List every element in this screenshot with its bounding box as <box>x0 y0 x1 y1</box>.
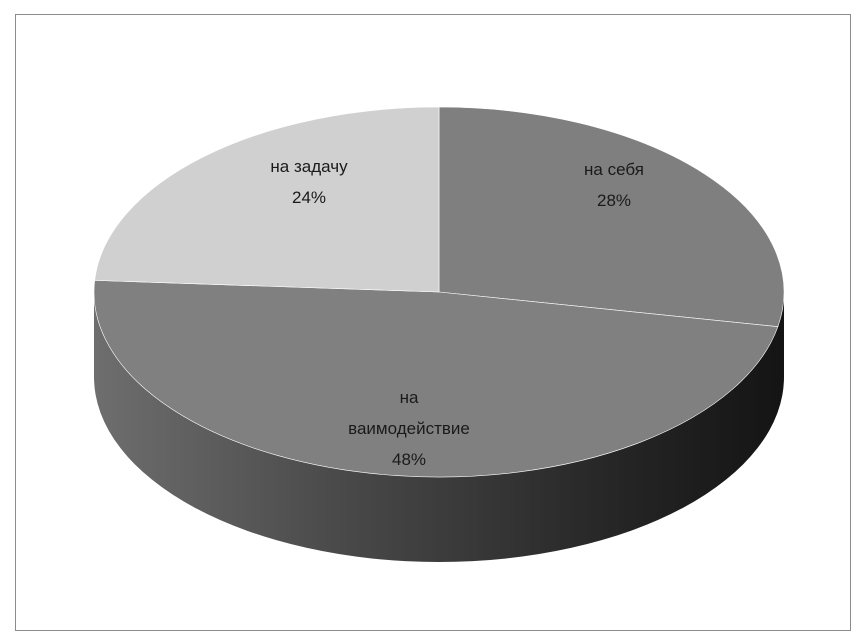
data-label-category: на задачу <box>270 157 348 176</box>
data-label-value: 28% <box>597 191 631 210</box>
pie-side <box>94 292 784 562</box>
data-label-value: 48% <box>392 450 426 469</box>
data-label-category: на себя <box>584 160 644 179</box>
pie-slice-2 <box>93 280 779 478</box>
data-label-category: на <box>400 388 419 407</box>
data-label-category: ваимодействие <box>348 419 470 438</box>
pie-labels: на себя 28% на ваимодействие 48% на задачу 24% <box>270 157 644 469</box>
pie-slice-1 <box>438 106 785 327</box>
pie-slice-3 <box>94 106 440 293</box>
data-label-3: на задачу 24% <box>270 157 348 207</box>
pie-side-band <box>94 292 784 562</box>
pie-chart: на себя 28% на ваимодействие 48% на задачу 24% <box>93 106 785 562</box>
data-label-value: 24% <box>292 188 326 207</box>
data-label-1: на себя 28% <box>584 160 644 210</box>
pie-top <box>93 106 785 478</box>
chart-area: на себя 28% на ваимодействие 48% на задачу 24% <box>15 14 851 631</box>
data-label-2: на ваимодействие 48% <box>348 388 470 469</box>
